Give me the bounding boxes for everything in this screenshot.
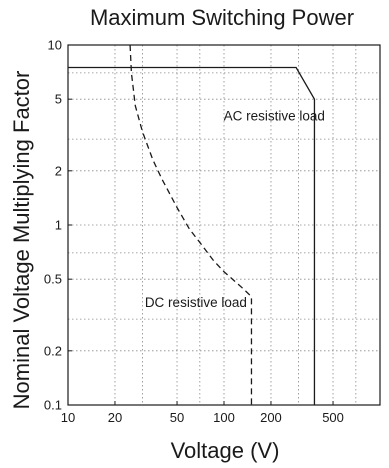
y-tick-label: 10: [48, 38, 62, 53]
series-curves: [68, 44, 316, 405]
grid-lines: [68, 45, 380, 405]
y-tick-label: 0.2: [44, 343, 62, 358]
x-tick-label: 100: [213, 410, 235, 425]
x-tick-label: 20: [108, 410, 122, 425]
dc-load-annotation: DC resistive load: [145, 295, 247, 310]
annotations: AC resistive load DC resistive load: [145, 109, 325, 310]
x-tick-label: 50: [170, 410, 184, 425]
plot-frame: [67, 44, 381, 406]
y-tick-label: 1: [55, 218, 62, 233]
chart-title: Maximum Switching Power: [90, 5, 354, 30]
y-tick-label: 0.5: [44, 272, 62, 287]
axis-ticks: 10 20 50 100 200 500 0.1 0.2 0.5 1 2 5 10: [44, 38, 344, 426]
x-tick-label: 500: [322, 410, 344, 425]
y-tick-label: 0.1: [44, 398, 62, 413]
y-tick-label: 5: [55, 92, 62, 107]
y-axis-label: Nominal Voltage Multiplying Factor: [9, 71, 34, 410]
ac-load-annotation: AC resistive load: [224, 109, 325, 124]
y-tick-label: 2: [55, 163, 62, 178]
x-tick-label: 200: [260, 410, 282, 425]
dc-load-curve: [129, 44, 253, 405]
x-tick-label: 10: [61, 410, 75, 425]
x-axis-label: Voltage (V): [171, 438, 280, 463]
ac-load-curve: [68, 66, 316, 405]
